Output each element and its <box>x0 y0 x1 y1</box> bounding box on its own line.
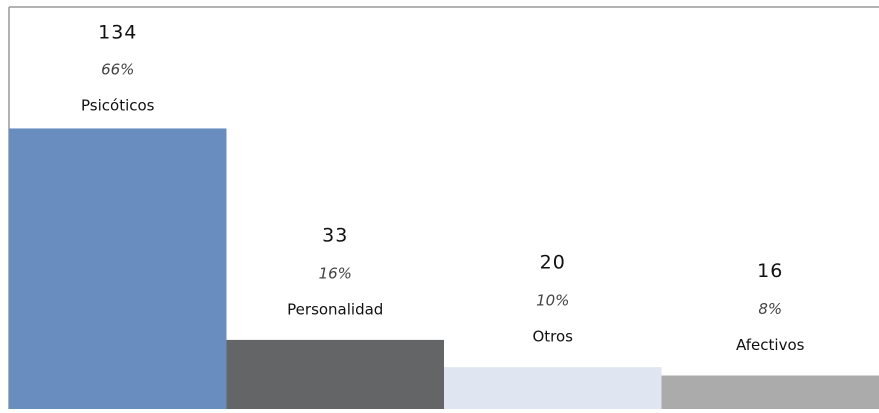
bar <box>662 376 879 410</box>
percent-label: 8% <box>758 300 782 318</box>
category-label: Afectivos <box>736 336 805 354</box>
value-label: 134 <box>98 22 137 44</box>
percent-label: 10% <box>536 292 569 310</box>
category-label: Personalidad <box>287 300 383 318</box>
value-label: 16 <box>757 260 783 282</box>
bar <box>444 367 662 409</box>
value-label: 20 <box>540 252 566 274</box>
bar <box>227 340 445 409</box>
percent-label: 66% <box>101 61 134 79</box>
bar <box>9 128 227 409</box>
value-label: 33 <box>322 224 348 246</box>
category-label: Psicóticos <box>81 97 155 115</box>
percent-label: 16% <box>319 264 352 282</box>
category-label: Otros <box>532 328 573 346</box>
